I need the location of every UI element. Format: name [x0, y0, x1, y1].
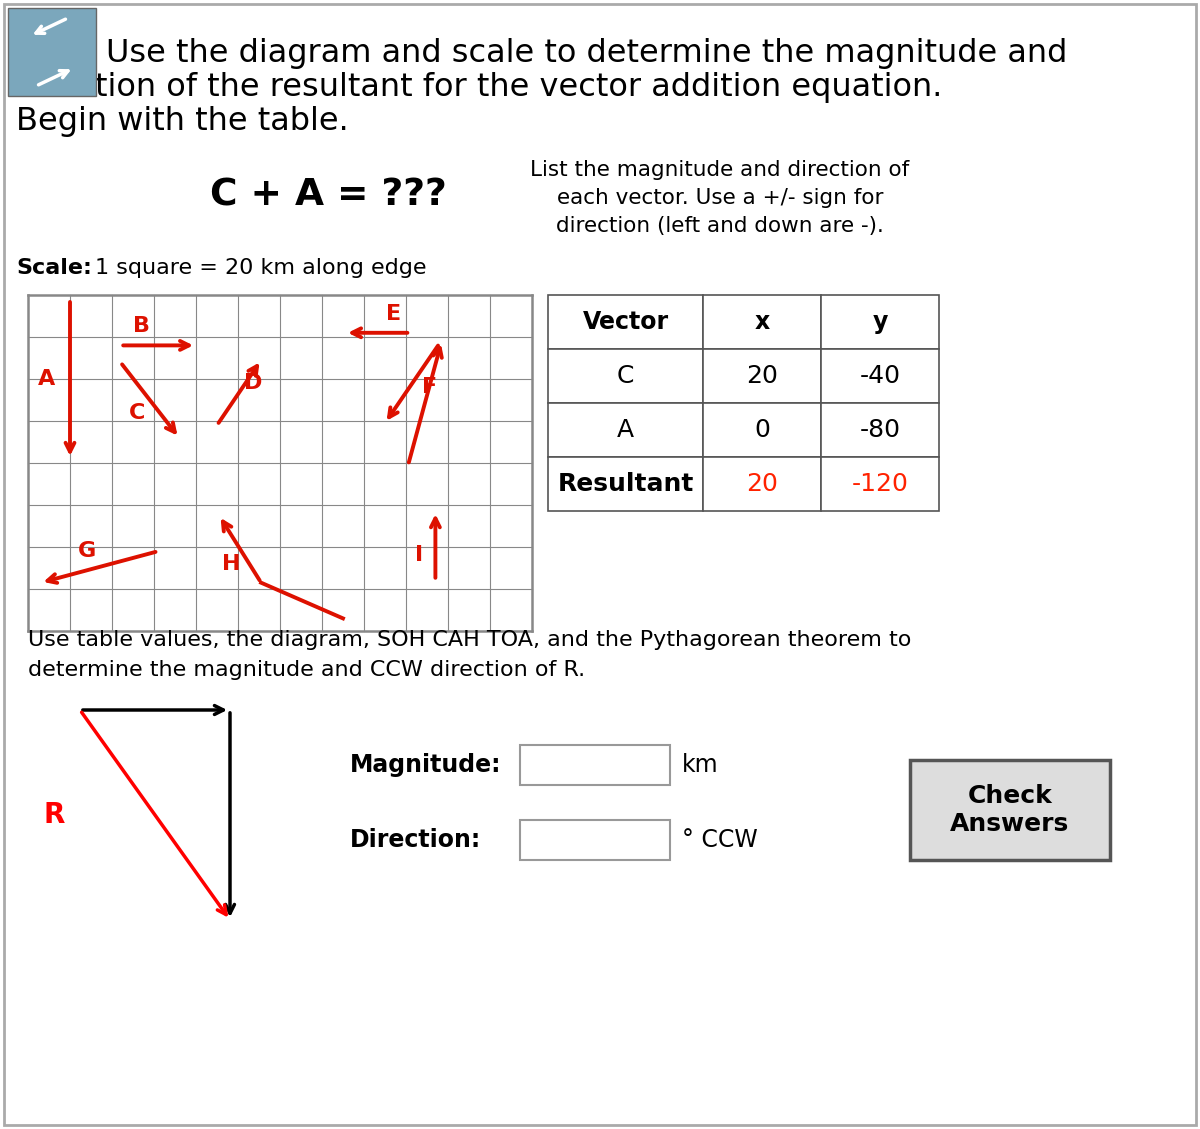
Text: 0: 0 [754, 418, 770, 441]
Text: B: B [133, 316, 150, 336]
Bar [548, 349, 703, 403]
Bar [703, 457, 821, 511]
Bar [703, 349, 821, 403]
Text: direction of the resultant for the vector addition equation.: direction of the resultant for the vecto… [16, 72, 942, 103]
Text: -40: -40 [859, 364, 900, 388]
Text: -80: -80 [859, 418, 900, 441]
Text: H: H [222, 554, 241, 574]
Bar [703, 295, 821, 349]
Bar [8, 8, 96, 96]
Text: Begin with the table.: Begin with the table. [16, 106, 349, 137]
Text: 20: 20 [746, 472, 778, 496]
Bar [821, 403, 940, 457]
Text: R: R [43, 800, 65, 829]
Bar [703, 403, 821, 457]
Text: 20: 20 [746, 364, 778, 388]
Text: C + A = ???: C + A = ??? [210, 178, 446, 215]
Text: G: G [78, 541, 96, 561]
Text: List the magnitude and direction of
each vector. Use a +/- sign for
direction (l: List the magnitude and direction of each… [530, 160, 910, 236]
Text: Use table values, the diagram, SOH CAH TOA, and the Pythagorean theorem to: Use table values, the diagram, SOH CAH T… [28, 630, 911, 650]
Text: Vector: Vector [582, 310, 668, 334]
Text: Check
Answers: Check Answers [950, 785, 1069, 835]
Bar [548, 403, 703, 457]
Bar [821, 295, 940, 349]
Text: -120: -120 [852, 472, 908, 496]
Text: km: km [682, 753, 719, 777]
Text: Direction:: Direction: [350, 828, 481, 852]
Text: 1 square = 20 km along edge: 1 square = 20 km along edge [95, 259, 426, 278]
Text: y: y [872, 310, 888, 334]
Text: C: C [130, 403, 145, 422]
Text: x: x [755, 310, 769, 334]
Text: A: A [617, 418, 634, 441]
Bar [821, 457, 940, 511]
Text: I: I [414, 545, 422, 566]
Text: ° CCW: ° CCW [682, 828, 757, 852]
Bar [28, 295, 532, 631]
Text: E: E [386, 304, 401, 324]
Bar [910, 760, 1110, 860]
Bar [548, 295, 703, 349]
Bar [548, 457, 703, 511]
Text: determine the magnitude and CCW direction of R.: determine the magnitude and CCW directio… [28, 660, 586, 680]
Bar [520, 745, 670, 785]
Text: Resultant: Resultant [557, 472, 694, 496]
Text: Use the diagram and scale to determine the magnitude and: Use the diagram and scale to determine t… [106, 38, 1067, 69]
Text: D: D [244, 374, 262, 393]
Text: Scale:: Scale: [16, 259, 92, 278]
Bar [520, 820, 670, 860]
Bar [821, 349, 940, 403]
Text: A: A [38, 369, 55, 390]
Text: Magnitude:: Magnitude: [350, 753, 502, 777]
Text: C: C [617, 364, 634, 388]
Text: F: F [421, 377, 437, 397]
